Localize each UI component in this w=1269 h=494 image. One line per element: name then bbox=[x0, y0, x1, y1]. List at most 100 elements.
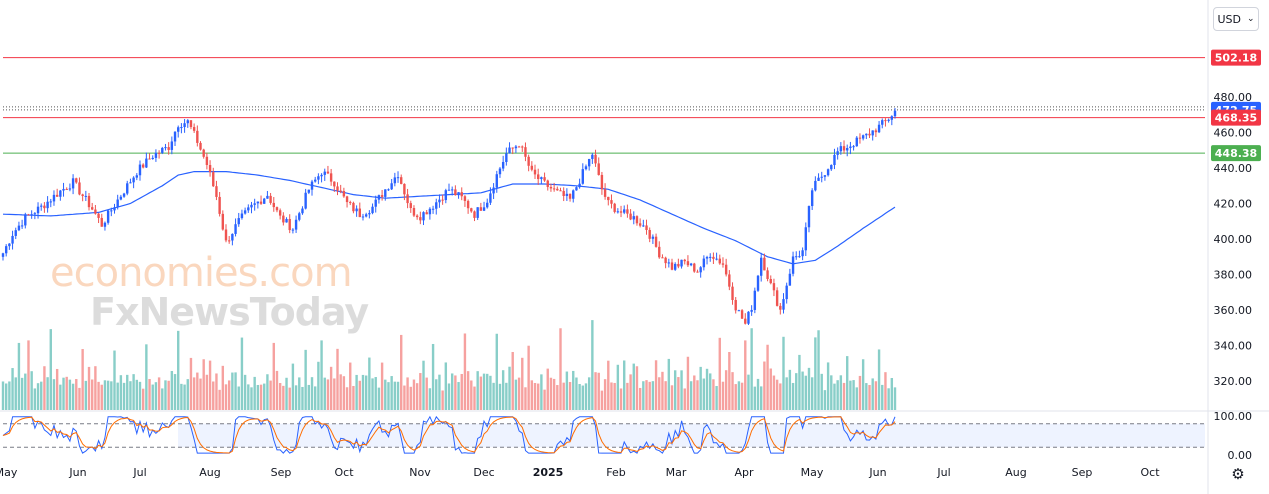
volume-bar bbox=[119, 375, 123, 410]
candle-body bbox=[291, 229, 295, 231]
candle-body bbox=[275, 207, 279, 211]
candle-body bbox=[470, 208, 473, 212]
candle-body bbox=[626, 209, 629, 214]
candle-body bbox=[658, 246, 661, 258]
candle-body bbox=[537, 174, 540, 180]
volume-bar bbox=[546, 368, 549, 410]
price-tick-label: 420.00 bbox=[1214, 198, 1253, 211]
volume-bar bbox=[68, 379, 72, 410]
candle-body bbox=[116, 199, 119, 208]
currency-selector[interactable]: USD ⌄ bbox=[1213, 7, 1259, 31]
candle-body bbox=[288, 218, 291, 231]
volume-bar bbox=[377, 387, 381, 410]
volume-bar bbox=[658, 377, 661, 410]
month-label: Sep bbox=[1072, 466, 1093, 479]
candle-body bbox=[113, 207, 116, 211]
candle-body bbox=[87, 195, 91, 208]
candle-body bbox=[317, 176, 320, 180]
candle-body bbox=[224, 229, 228, 241]
volume-bar bbox=[890, 378, 894, 410]
candle-body bbox=[457, 192, 460, 196]
volume-bar bbox=[71, 383, 75, 410]
volume-bar bbox=[623, 360, 626, 410]
candle-body bbox=[476, 207, 479, 218]
candle-body bbox=[333, 181, 336, 187]
candle-body bbox=[342, 191, 346, 197]
volume-bar bbox=[814, 337, 817, 410]
volume-bar bbox=[881, 384, 884, 410]
volume-bar bbox=[135, 379, 138, 410]
candle-body bbox=[336, 186, 339, 191]
candle-body bbox=[724, 264, 728, 275]
volume-bar bbox=[664, 381, 667, 410]
candle-body bbox=[807, 206, 811, 228]
volume-bar bbox=[696, 380, 699, 410]
candle-body bbox=[846, 148, 849, 151]
volume-bar bbox=[721, 381, 725, 410]
volume-bar bbox=[374, 377, 377, 410]
volume-bar bbox=[323, 377, 326, 410]
volume-bar bbox=[568, 381, 572, 410]
horizontal-levels bbox=[3, 57, 1205, 154]
volume-bar bbox=[55, 368, 59, 410]
candle-body bbox=[151, 157, 154, 160]
volume-bar bbox=[858, 375, 862, 410]
candle-body bbox=[543, 177, 546, 181]
volume-bar bbox=[619, 388, 623, 410]
volume-bar bbox=[533, 382, 537, 410]
time-axis: May Jun Jul Aug Sep Oct Nov Dec 2025 Feb Mar Apr May… bbox=[0, 466, 1160, 479]
candle-body bbox=[830, 165, 833, 170]
candle-body bbox=[814, 180, 817, 191]
volume-bar bbox=[779, 383, 782, 410]
volume-bar bbox=[750, 328, 753, 410]
volume-bar bbox=[836, 380, 839, 410]
volume-bar bbox=[425, 377, 428, 410]
month-label: Nov bbox=[409, 466, 431, 479]
price-tick-label: 460.00 bbox=[1214, 127, 1253, 140]
candle-body bbox=[167, 147, 170, 150]
volume-bar bbox=[106, 380, 110, 410]
candle-body bbox=[62, 188, 65, 191]
volume-bar bbox=[447, 383, 451, 410]
volume-bar bbox=[677, 377, 680, 410]
volume-bar bbox=[234, 372, 237, 410]
volume-bar bbox=[275, 370, 279, 410]
candle-body bbox=[27, 214, 30, 216]
volume-bar bbox=[183, 384, 186, 410]
candle-body bbox=[893, 110, 897, 117]
candle-body bbox=[865, 133, 868, 136]
candle-body bbox=[645, 225, 648, 230]
candle-body bbox=[415, 215, 419, 218]
volume-bar bbox=[552, 378, 556, 410]
candle-body bbox=[670, 262, 674, 270]
price-axis: 480.00 460.00 440.00 420.00 400.00 380.00 360.… bbox=[1214, 91, 1253, 462]
candle-body bbox=[447, 189, 451, 191]
candle-body bbox=[126, 183, 129, 194]
candle-body bbox=[390, 183, 393, 190]
gear-icon[interactable]: ⚙ bbox=[1231, 465, 1245, 483]
candle-body bbox=[189, 120, 193, 128]
volume-bar bbox=[846, 356, 849, 410]
volume-bar bbox=[530, 380, 534, 410]
volume-bar bbox=[543, 389, 546, 410]
volume-bar bbox=[673, 370, 677, 410]
candle-body bbox=[364, 214, 368, 217]
price-tick-label: 440.00 bbox=[1214, 162, 1253, 175]
volume-bar bbox=[718, 337, 721, 410]
candle-body bbox=[842, 146, 846, 151]
candle-body bbox=[17, 225, 21, 231]
volume-bar bbox=[874, 381, 878, 410]
candle-body bbox=[266, 195, 269, 199]
candle-body bbox=[718, 258, 721, 264]
candle-body bbox=[81, 194, 84, 197]
volume-bar bbox=[823, 390, 827, 410]
candle-body bbox=[836, 151, 839, 155]
volume-bar bbox=[865, 383, 868, 410]
candle-body bbox=[817, 177, 820, 181]
candle-body bbox=[4, 246, 8, 254]
volume-bar bbox=[501, 370, 505, 410]
volume-bar bbox=[278, 383, 282, 410]
candle-body bbox=[406, 194, 409, 204]
volume-bar bbox=[192, 377, 196, 410]
